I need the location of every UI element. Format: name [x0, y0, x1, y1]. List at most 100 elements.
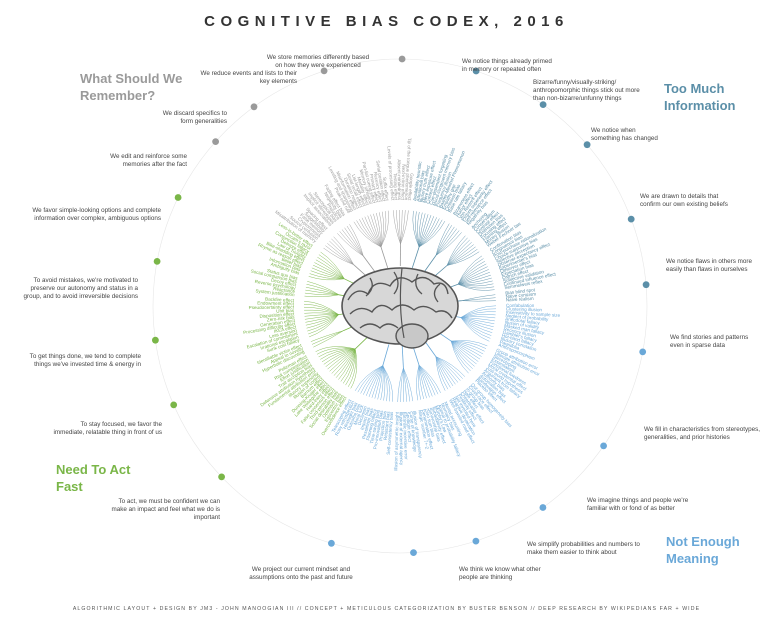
bias-branch: [446, 244, 474, 266]
bias-branch: [418, 364, 427, 399]
bias-branch: [333, 348, 356, 376]
category-dot: [170, 401, 178, 409]
bias-branch: [357, 365, 383, 393]
bias-label: Pareidolia: [499, 339, 520, 351]
bias-branch: [361, 217, 382, 248]
bias-branch: [345, 348, 356, 386]
bias-label: Confabulation: [506, 303, 535, 308]
bias-branch: [308, 314, 339, 335]
bias-label: Illusion of validity: [504, 320, 540, 330]
bias-branch: [309, 314, 339, 338]
bias-branch: [461, 297, 496, 301]
bias-branch: [417, 364, 421, 400]
bias-branch: [397, 367, 404, 403]
bias-branch: [304, 314, 339, 317]
bias-branch: [317, 257, 345, 279]
category-note: We favor simple-looking options and comp…: [32, 207, 161, 222]
bias-branch: [329, 240, 354, 265]
category-dot: [218, 473, 226, 481]
bias-label: Resistant bias: [383, 410, 391, 440]
bias-label: Pseudocertainty effect: [249, 305, 295, 311]
category-dot: [539, 504, 547, 511]
bias-branch: [310, 270, 345, 280]
bias-branch: [435, 226, 455, 256]
bias-branch: [457, 283, 494, 287]
bias-branch: [370, 214, 382, 248]
bias-branch: [380, 365, 384, 401]
bias-branch: [460, 316, 496, 319]
bias-branch: [363, 365, 383, 395]
bias-branch: [346, 225, 364, 257]
bias-branch: [435, 356, 466, 377]
bias-branch: [338, 348, 356, 380]
bias-branch: [457, 283, 495, 289]
page-title: COGNITIVE BIAS CODEX, 2016: [204, 13, 569, 30]
bias-branch: [396, 210, 401, 245]
bias-branch: [435, 230, 460, 256]
bias-branch: [450, 340, 475, 367]
bias-label: Google effect: [407, 173, 414, 201]
bias-branch: [400, 210, 406, 245]
bias-label: Illusion of external agency: [399, 412, 404, 466]
bias-branch: [304, 312, 339, 315]
bias-branch: [446, 239, 470, 266]
bias-label: Bias blind spot: [505, 287, 536, 296]
bias-branch: [460, 317, 491, 339]
bias-branch: [380, 211, 384, 248]
category-note: We are drawn to details that confirm our…: [640, 193, 728, 208]
bias-branch: [418, 213, 426, 248]
bias-label: Zero-risk bias: [267, 314, 296, 322]
bias-label: Generation effect: [260, 318, 296, 328]
bias-branch: [335, 348, 356, 378]
bias-branch: [359, 219, 382, 248]
category-note: To stay focused, we favor the immediate,…: [53, 421, 162, 436]
category-dot: [153, 258, 161, 265]
bias-branch: [460, 314, 496, 318]
bias-branch: [435, 356, 456, 385]
bias-branch: [450, 340, 479, 362]
bias-branch: [418, 214, 429, 248]
bias-branch: [457, 266, 488, 285]
bias-branch: [460, 308, 497, 318]
bias-branch: [412, 210, 420, 248]
bias-branch: [460, 317, 490, 342]
bias-branch: [307, 281, 340, 295]
bias-label: Impact bias: [359, 406, 371, 431]
bias-branch: [457, 277, 492, 285]
bias-label: System justification: [255, 288, 295, 297]
bias-branch: [382, 365, 386, 401]
bias-branch: [305, 314, 339, 323]
bias-label: Next-in-line effect: [400, 164, 406, 200]
bias-branch: [460, 317, 492, 336]
bias-branch: [435, 356, 454, 387]
category-note: We reduce events and lists to their key …: [200, 70, 298, 85]
bias-label: Insensitivity to sample size: [506, 310, 561, 318]
category-dot: [539, 101, 547, 108]
bias-branch: [403, 367, 408, 402]
bias-branch: [364, 216, 382, 248]
bias-branch: [457, 274, 491, 285]
group-trunk: [411, 246, 420, 269]
bias-branch: [354, 365, 383, 392]
bias-label: Decoy effect: [271, 277, 298, 287]
bias-branch: [451, 340, 484, 355]
bias-label: Availability heuristic: [412, 160, 423, 201]
bias-branch: [435, 356, 461, 381]
bias-branch: [450, 340, 473, 369]
bias-branch: [418, 364, 433, 397]
bias-branch: [382, 365, 388, 402]
bias-branch: [343, 348, 356, 384]
bias-branch: [380, 210, 389, 248]
bias-branch: [368, 365, 383, 397]
bias-label: Clustering illusion: [506, 306, 543, 312]
bias-branch: [418, 212, 423, 248]
bias-branch: [418, 220, 446, 248]
bias-branch: [450, 341, 471, 372]
bias-branch: [309, 273, 345, 280]
bias-branch: [392, 210, 401, 245]
bias-branch: [360, 365, 383, 394]
brain-icon: [341, 267, 459, 349]
bias-branch: [461, 300, 496, 302]
category-note: We think we know what other people are t…: [459, 566, 541, 581]
bias-branch: [418, 215, 432, 248]
